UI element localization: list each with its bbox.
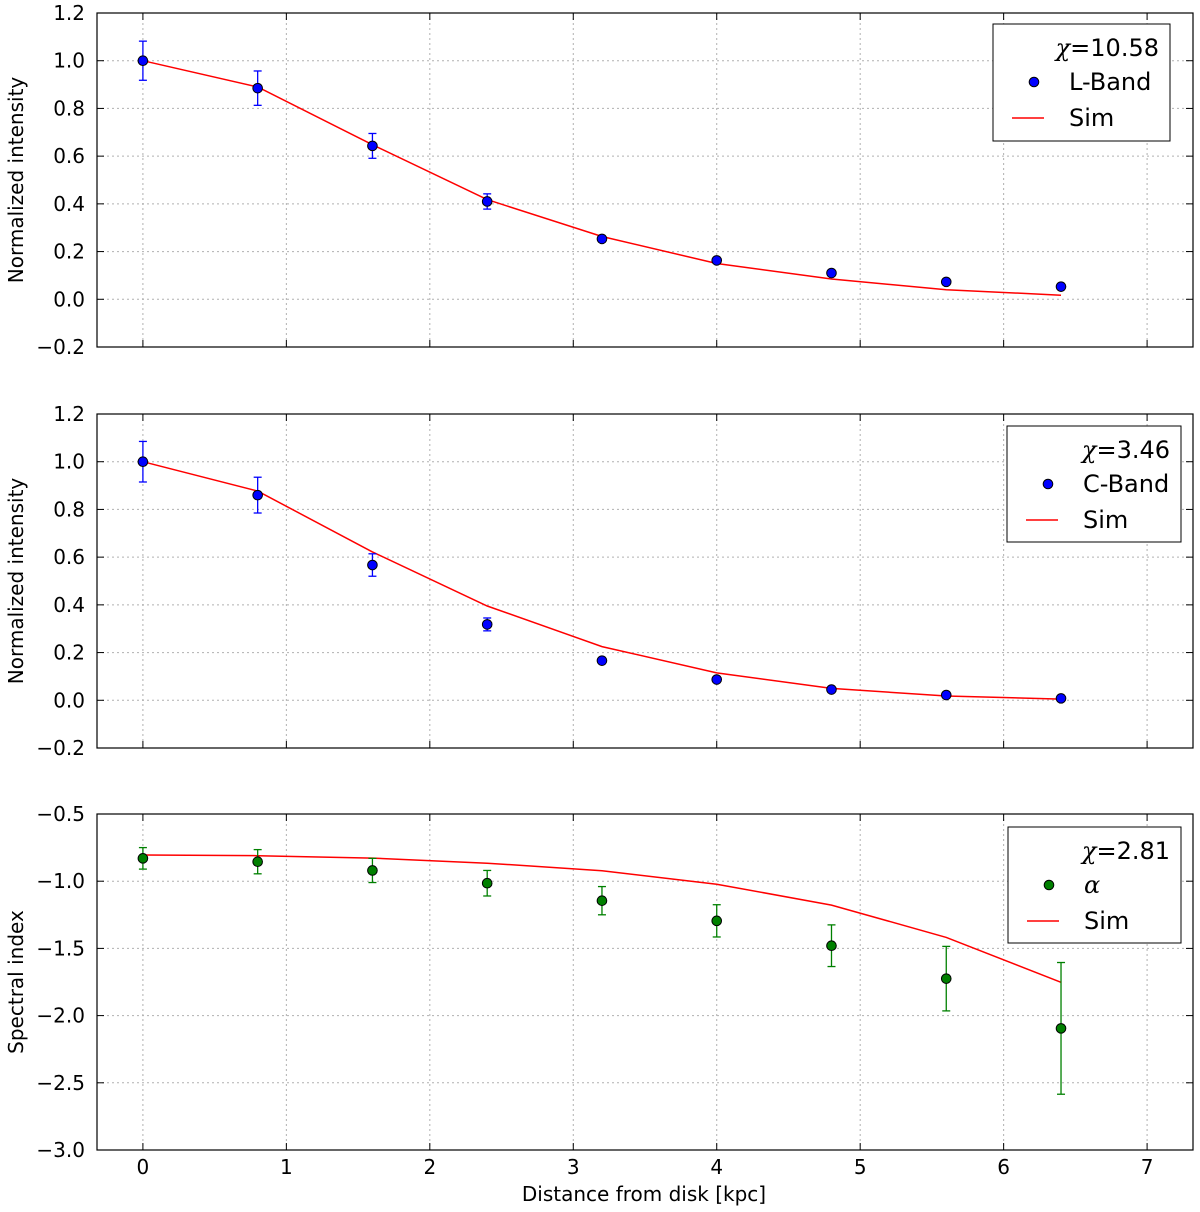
legend-chi-label: χ=10.58 [1054, 34, 1159, 62]
data-point [137, 55, 149, 67]
data-point [367, 140, 378, 152]
data-point [940, 276, 952, 288]
y-tick-label: −0.5 [36, 802, 85, 826]
data-point [1055, 281, 1067, 292]
sim-line [142, 59, 1062, 296]
y-tick-label: −0.2 [36, 335, 85, 359]
sim-line [142, 460, 1062, 700]
y-tick-label: 0.4 [53, 593, 85, 617]
data-point [940, 973, 952, 984]
data-point [596, 655, 608, 666]
axes-frame [96, 413, 1194, 749]
legend-label-data: α [1084, 871, 1100, 899]
sim-line [142, 854, 1062, 983]
y-tick-label: 0.6 [53, 144, 85, 168]
legend-marker [1043, 879, 1055, 891]
panel-spectral-index: 0 1 2 3 4 5 6 7 −3.0 −2.5 −2.0 −1.5 −1.0 −0.5 Spectral… [4, 802, 1194, 1206]
panel-l-band: −0.2 0.0 0.2 0.4 0.6 0.8 1.0 1.2 Normalized inte… [4, 1, 1194, 359]
data-point [826, 684, 837, 695]
data-point [596, 895, 608, 906]
data-point [711, 255, 723, 266]
x-tick-label: 3 [567, 1155, 580, 1179]
y-tick-label: −1.5 [36, 936, 85, 960]
y-tick-label: 1.2 [53, 1, 85, 25]
x-tick-label: 6 [997, 1155, 1010, 1179]
legend-box [992, 23, 1171, 142]
data-point [596, 233, 608, 245]
data-point [252, 856, 263, 868]
data-point [940, 689, 952, 701]
y-tick-label: 0.2 [53, 641, 85, 665]
legend-chi-label: χ=3.46 [1080, 436, 1170, 464]
y-tick-label: 1.2 [53, 402, 85, 426]
y-tick-label: 1.0 [53, 49, 85, 73]
y-tick-label: 0.8 [53, 96, 85, 120]
y-axis-label: Spectral index [4, 910, 28, 1054]
legend-marker [1028, 76, 1040, 88]
data-point [711, 674, 723, 685]
data-point [481, 877, 493, 889]
data-point [367, 865, 378, 876]
legend-label-sim: Sim [1069, 104, 1114, 132]
legend-box [1007, 826, 1182, 944]
legend: χ=10.58 L-Band Sim [992, 23, 1171, 142]
data-point [252, 489, 263, 501]
y-tick-label: 0.2 [53, 240, 85, 264]
data-point [826, 940, 837, 952]
data-point [826, 267, 837, 279]
y-tick-label: 1.0 [53, 450, 85, 474]
data-point [1055, 693, 1067, 704]
data-point [137, 853, 149, 864]
data-point [711, 915, 723, 927]
legend-chi-label: χ=2.81 [1080, 837, 1170, 865]
y-tick-label: −2.0 [36, 1004, 85, 1028]
data-point [137, 456, 149, 468]
y-axis-label: Normalized intensity [4, 478, 28, 685]
y-tick-label: −2.5 [36, 1071, 85, 1095]
legend-box [1006, 425, 1182, 543]
data-point [481, 196, 493, 207]
x-tick-label: 4 [710, 1155, 723, 1179]
x-axis-label: Distance from disk [kpc] [522, 1182, 766, 1206]
axes-frame [96, 12, 1194, 348]
legend: χ=3.46 C-Band Sim [1006, 425, 1182, 543]
data-point [1055, 1023, 1067, 1034]
legend-marker [1042, 478, 1054, 490]
y-tick-label: 0.0 [53, 287, 85, 311]
x-tick-label: 5 [854, 1155, 867, 1179]
y-tick-label: 0.6 [53, 545, 85, 569]
legend-label-sim: Sim [1083, 506, 1128, 534]
y-tick-label: −0.2 [36, 736, 85, 760]
data-point [367, 559, 378, 571]
data-point [252, 82, 263, 94]
legend-label-sim: Sim [1084, 907, 1129, 935]
data-point [481, 619, 493, 630]
x-tick-label: 1 [280, 1155, 293, 1179]
y-tick-label: −3.0 [36, 1138, 85, 1162]
panel-c-band: −0.2 0.0 0.2 0.4 0.6 0.8 1.0 1.2 Normalized inte… [4, 402, 1194, 760]
x-tick-label: 0 [137, 1155, 150, 1179]
y-axis-label: Normalized intensity [4, 77, 28, 284]
y-tick-label: 0.8 [53, 497, 85, 521]
y-tick-label: 0.4 [53, 192, 85, 216]
y-tick-label: −1.0 [36, 869, 85, 893]
x-tick-label: 2 [423, 1155, 436, 1179]
legend: χ=2.81 α Sim [1007, 826, 1182, 944]
legend-label-data: L-Band [1069, 68, 1151, 96]
legend-label-data: C-Band [1083, 470, 1169, 498]
x-tick-label: 7 [1141, 1155, 1154, 1179]
y-tick-label: 0.0 [53, 688, 85, 712]
axes-frame [96, 813, 1194, 1151]
